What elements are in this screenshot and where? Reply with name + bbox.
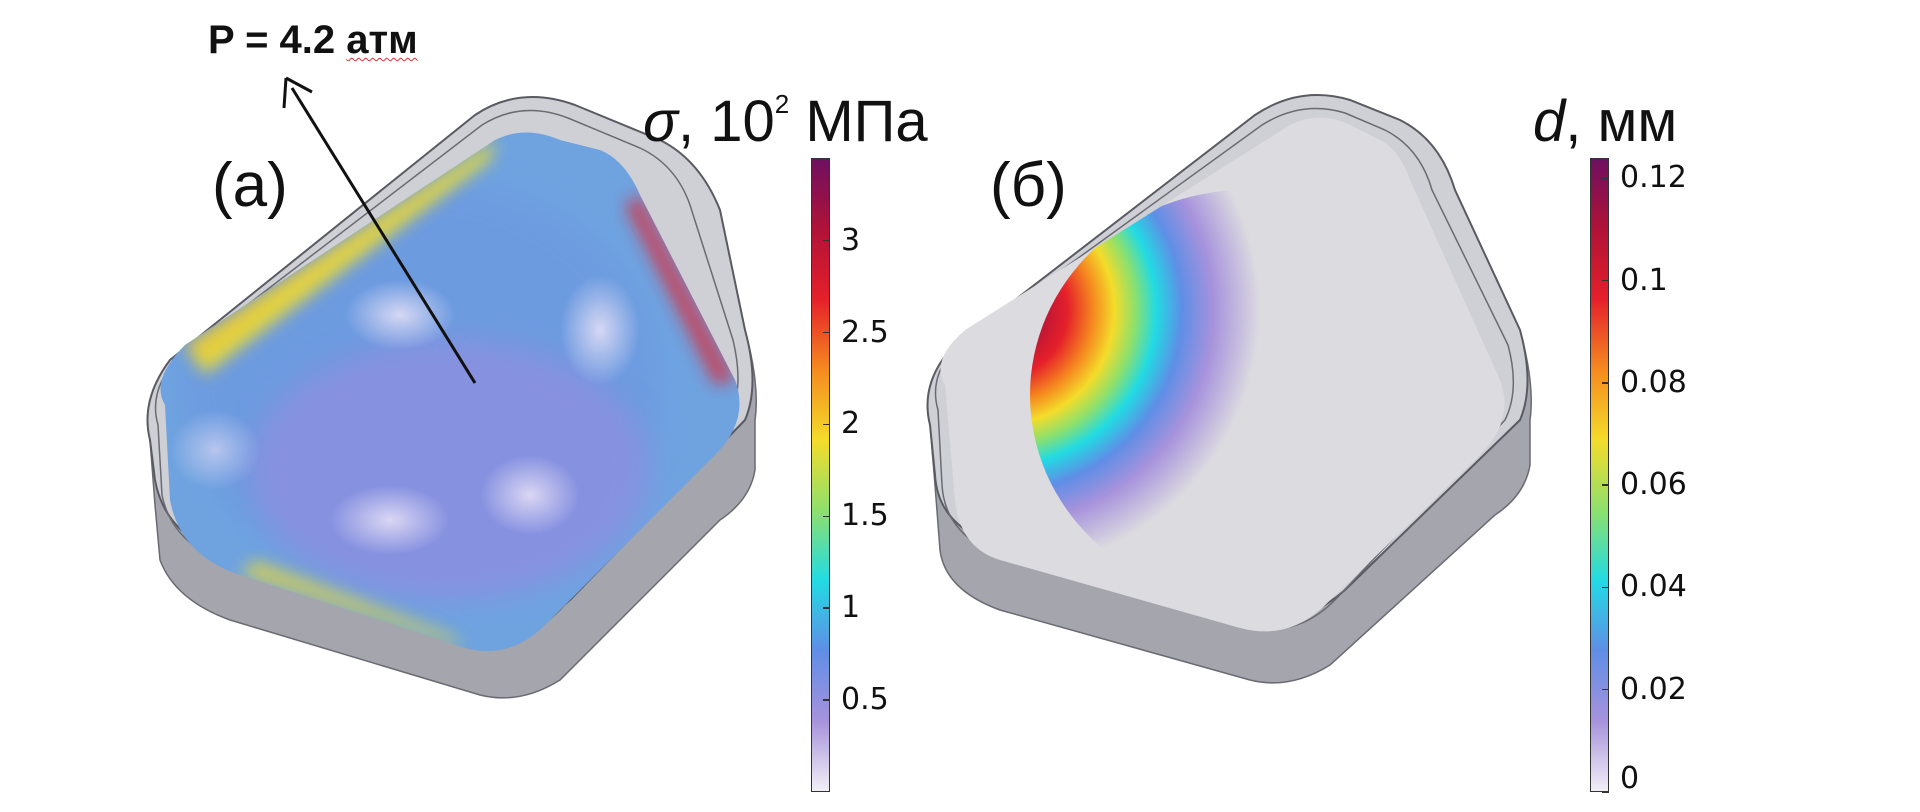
colorbar-b: 0 0.02 0.04 0.06 0.08 0.1 0.12	[1590, 158, 1687, 794]
colorbar-tick-mark	[823, 607, 830, 609]
colorbar-tick-mark	[823, 331, 830, 334]
colorbar-tick-label: 1.5	[841, 498, 889, 534]
colorbar-tick-mark	[1602, 279, 1609, 282]
colorbar-gradient	[1590, 158, 1609, 792]
colorbar-tick-label: 2.5	[841, 314, 889, 350]
colorbar-tick-mark	[823, 515, 830, 518]
panel-b-label: (б)	[990, 151, 1067, 220]
colorbar-tick-label: 0.02	[1620, 671, 1687, 707]
colorbar-gradient	[811, 158, 830, 792]
colorbar-tick-mark	[1602, 791, 1609, 793]
colorbar-tick-mark	[1602, 586, 1609, 589]
colorbar-tick-label: 0.04	[1620, 569, 1687, 605]
colorbar-a: 0.5 1 1.5 2 2.5 3	[811, 158, 889, 792]
colorbar-tick-label: 2	[841, 406, 861, 442]
panel-a-label: (а)	[212, 151, 288, 220]
colorbar-b-title: d, мм	[1533, 89, 1678, 154]
colorbar-a-title: σ, 102 МПа	[643, 89, 928, 154]
colorbar-tick-label: 0.08	[1620, 364, 1687, 400]
colorbar-tick-label: 0.1	[1620, 262, 1668, 298]
colorbar-tick-mark	[823, 239, 830, 242]
colorbar-tick-label: 0.5	[841, 682, 889, 718]
sample-a	[146, 96, 757, 699]
colorbar-tick-label: 0.06	[1620, 467, 1687, 503]
pressure-label: P = 4.2 атм	[208, 18, 418, 62]
pressure-arrow-head	[282, 76, 313, 109]
colorbar-tick-mark	[1602, 688, 1609, 691]
sample-b	[926, 94, 1532, 684]
colorbar-tick-mark	[1602, 484, 1609, 486]
colorbar-tick-mark	[823, 423, 830, 426]
pressure-arrow	[290, 87, 477, 384]
colorbar-tick-mark	[1602, 382, 1609, 384]
colorbar-tick-label: 0.12	[1620, 160, 1687, 196]
colorbar-tick-mark	[1602, 177, 1609, 180]
colorbar-tick-label: 3	[841, 222, 861, 258]
colorbar-tick-label: 0	[1620, 761, 1640, 796]
colorbar-tick-mark	[823, 699, 830, 701]
colorbar-tick-label: 1	[841, 590, 861, 626]
